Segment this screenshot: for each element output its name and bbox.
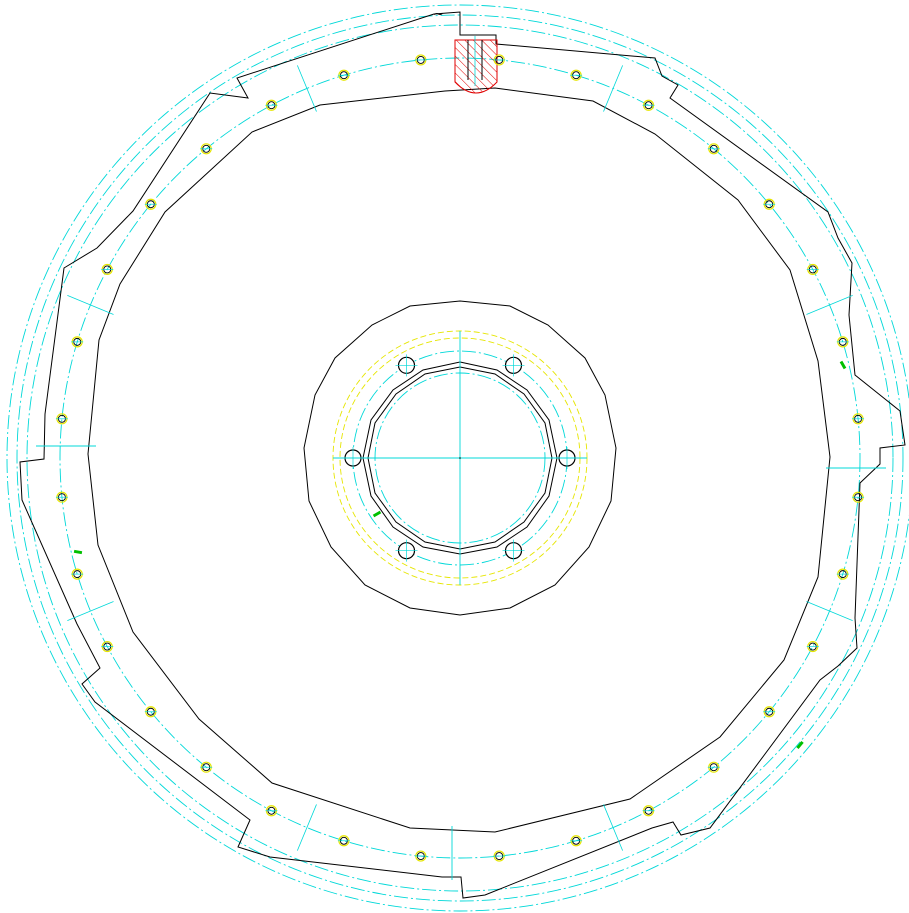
break-mark: ~ [433,7,444,22]
outer-circle-1 [6,4,909,912]
axis-centerlines [36,331,886,880]
radial-centerline [603,65,624,112]
radial-centerline [806,601,853,622]
green-marker [796,740,804,750]
radial-centerline [806,294,853,315]
green-marker [73,549,83,555]
inner-rim-outline [87,87,831,833]
green-marker [372,510,382,518]
keyway-section [454,36,498,94]
radial-centerline [296,65,317,112]
radial-centerlines [67,65,853,851]
keyway-hatched-area [454,39,498,94]
outer-circle-3 [26,24,894,892]
hub-outline [303,300,617,616]
radial-centerline [603,804,624,851]
outer-bolt-holes [55,54,865,862]
radial-centerline [67,294,114,315]
outer-circle-2 [16,14,904,902]
outer-construction-circles [6,4,909,912]
segmented-rim-outline [19,11,906,899]
center-point [459,457,461,459]
bolt-pitch-circle [59,57,861,859]
green-marker [839,360,847,370]
radial-centerline [296,804,317,851]
radial-centerline [67,601,114,622]
green-markers [73,360,847,750]
